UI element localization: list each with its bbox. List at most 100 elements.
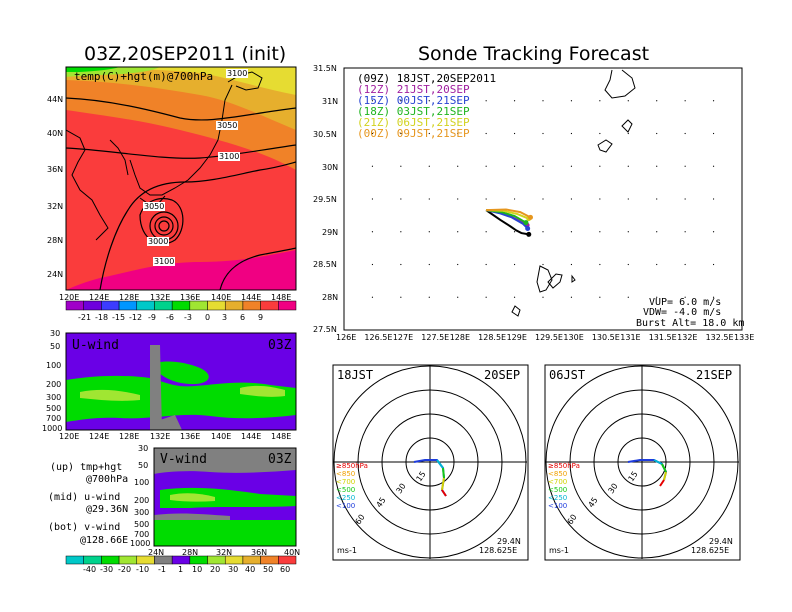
grid-dot (656, 100, 658, 102)
x-tick: 124E (89, 293, 110, 302)
lat-tick: 31N (322, 97, 339, 106)
x-tick: 136E (180, 293, 201, 302)
grid-dot (428, 198, 430, 200)
legend-entry: (00Z) 09JST,21SEP (357, 127, 470, 140)
lon-tick: 126.5E (364, 333, 393, 342)
grid-dot (400, 296, 402, 298)
grid-dot (627, 263, 629, 266)
colorbar-swatch (118, 555, 138, 565)
note: @29.36N (86, 504, 129, 515)
colorbar-swatch (83, 555, 102, 565)
cbar-tick: -10 (136, 565, 150, 574)
x-tick: 40N (284, 548, 301, 557)
lat-tick: 28N (322, 293, 339, 302)
grid-dot (684, 165, 686, 167)
param-burst: Burst Alt= 18.0 km (636, 318, 745, 329)
grid-dot (371, 165, 374, 167)
hodo-lon: 128.625E (691, 546, 730, 555)
lon-tick: 130.5E (591, 333, 620, 342)
x-tick: 148E (271, 293, 292, 302)
grid-dot (570, 165, 573, 167)
note: (bot) v-wind (48, 522, 121, 533)
grid-dot (428, 231, 430, 233)
note: (mid) u-wind (48, 492, 121, 503)
hodo-level-label: <850 (336, 470, 356, 478)
grid-dot (457, 165, 459, 167)
lon-tick: 132.5E (705, 333, 734, 342)
colorbar-swatch (154, 555, 173, 565)
colorbar-swatch (242, 300, 261, 311)
lat-tick: 30N (322, 163, 339, 172)
track-end-point (527, 214, 533, 220)
grid-dot (599, 263, 601, 266)
grid-dot (542, 165, 544, 167)
p-tick: 700 (46, 414, 62, 423)
lon-tick: 126E (336, 333, 357, 342)
track-grid (371, 100, 715, 298)
grid-dot (627, 100, 629, 102)
grid-dot (542, 132, 544, 135)
colorbar-swatch (171, 300, 191, 311)
p-tick: 500 (134, 520, 150, 529)
grid-dot (457, 263, 459, 266)
grid-dot (457, 231, 459, 233)
cbar-tick: -40 (83, 565, 97, 574)
contour-label: 3050 (143, 202, 166, 211)
cbar-tick: -30 (100, 565, 114, 574)
temp-map (66, 67, 296, 290)
x-tick: 136E (180, 432, 201, 441)
grid-dot (428, 296, 430, 298)
grid-dot (712, 100, 715, 102)
p-tick: 1000 (130, 539, 151, 548)
right-title: Sonde Tracking Forecast (418, 43, 650, 65)
colorbar-swatch (101, 555, 120, 565)
contour-label: 3100 (153, 257, 176, 266)
hodo-level-label: <850 (548, 470, 568, 478)
track-coastlines (511, 69, 636, 317)
lon-tick: 130E (563, 333, 584, 342)
lon-tick: 128E (449, 333, 471, 342)
track-line (485, 209, 529, 236)
grid-dot (457, 296, 459, 298)
grid-dot (599, 132, 601, 135)
grid-dot (400, 100, 402, 102)
x-tick: 128E (119, 293, 140, 302)
note: @128.66E (80, 535, 129, 546)
grid-dot (457, 132, 459, 135)
grid-dot (513, 198, 516, 200)
grid-dot (627, 231, 629, 233)
contour-label: 3050 (216, 121, 239, 130)
p-tick: 30 (138, 444, 149, 453)
grid-dot (457, 100, 459, 102)
grid-dot (371, 231, 374, 233)
param-vdw: VDW= -4.0 m/s (643, 307, 722, 318)
grid-dot (542, 263, 544, 266)
x-tick: 140E (211, 432, 232, 441)
grid-dot (599, 296, 601, 298)
u-wind-time: 03Z (268, 338, 292, 353)
grid-dot (371, 132, 374, 135)
grid-dot (684, 198, 686, 200)
temp-panel-label: temp(C)+hgt(m)@700hPa (74, 70, 214, 83)
grid-dot (712, 165, 715, 167)
grid-dot (428, 263, 430, 266)
grid-dot (627, 165, 629, 167)
cbar-tick: 50 (263, 565, 274, 574)
colorbar-swatch (65, 555, 84, 565)
cbar-tick: 6 (240, 313, 246, 322)
grid-dot (656, 263, 658, 266)
grid-dot (656, 198, 658, 200)
cbar-tick: 10 (192, 565, 203, 574)
grid-dot (712, 263, 715, 266)
x-tick: 140E (211, 293, 232, 302)
grid-dot (684, 100, 686, 102)
contour-label: 3100 (226, 69, 249, 78)
colorbar-swatch (101, 300, 120, 311)
grid-dot (599, 231, 601, 233)
legend-entry: (12Z) 21JST,20SEP (357, 83, 470, 96)
lon-tick: 133E (734, 333, 755, 342)
grid-dot (712, 231, 715, 233)
hodo-level-label: <500 (548, 486, 568, 494)
p-tick: 1000 (42, 424, 63, 433)
grid-dot (570, 132, 573, 135)
